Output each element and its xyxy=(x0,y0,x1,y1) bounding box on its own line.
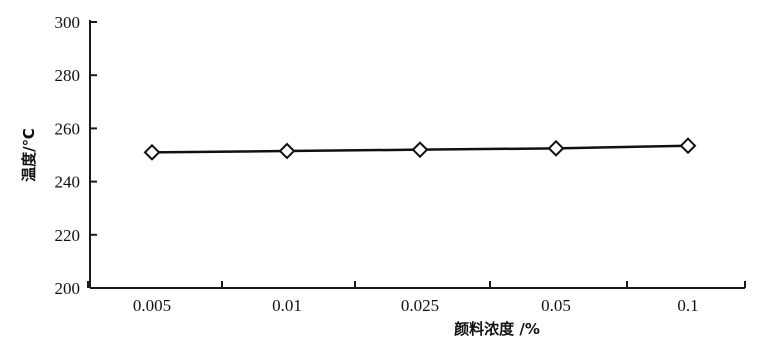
y-ticks: 200 220 240 260 280 300 xyxy=(55,13,97,298)
y-tick-label: 260 xyxy=(55,119,81,138)
y-tick-label: 240 xyxy=(55,173,81,192)
data-point-marker xyxy=(278,142,296,160)
data-point-marker xyxy=(679,137,697,155)
data-point-marker xyxy=(411,141,429,159)
data-point-marker xyxy=(143,143,161,161)
y-tick-label: 300 xyxy=(55,13,81,32)
series xyxy=(143,137,697,161)
axes xyxy=(89,20,745,289)
y-axis-title: 温度/℃ xyxy=(20,128,38,182)
y-tick-label: 280 xyxy=(55,66,81,85)
y-tick-label: 220 xyxy=(55,226,81,245)
x-tick-label: 0.025 xyxy=(401,296,439,315)
x-tick-label: 0.01 xyxy=(272,296,302,315)
x-tick-label: 0.05 xyxy=(541,296,571,315)
x-ticks: 0.005 0.01 0.025 0.05 0.1 xyxy=(87,281,746,315)
y-tick-label: 200 xyxy=(55,279,81,298)
data-point-marker xyxy=(547,139,565,157)
x-tick-label: 0.005 xyxy=(133,296,171,315)
x-axis-title: 颜料浓度 /% xyxy=(454,320,540,338)
x-tick-label: 0.1 xyxy=(677,296,698,315)
